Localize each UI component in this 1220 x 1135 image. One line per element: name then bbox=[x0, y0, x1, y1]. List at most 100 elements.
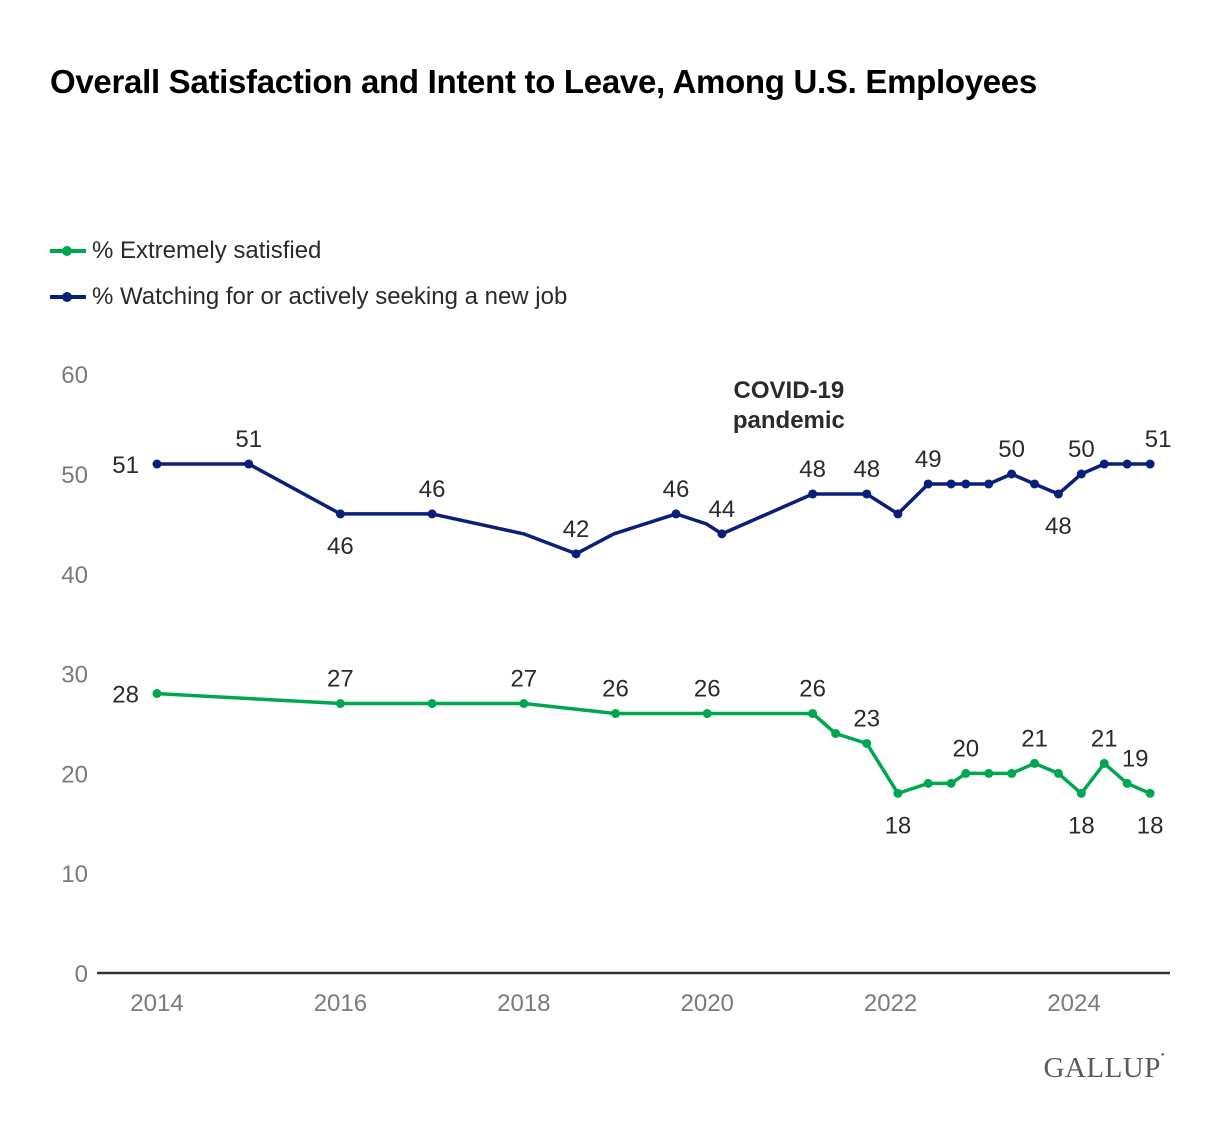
data-label: 23 bbox=[853, 705, 880, 732]
data-label: 51 bbox=[112, 452, 139, 479]
legend: % Extremely satisfied % Watching for or … bbox=[50, 228, 567, 320]
x-tick-label: 2020 bbox=[681, 990, 734, 1017]
data-label: 18 bbox=[1068, 812, 1095, 839]
data-point bbox=[611, 709, 620, 719]
data-point bbox=[571, 549, 581, 559]
data-label: 51 bbox=[1145, 426, 1172, 453]
data-point bbox=[152, 459, 162, 469]
data-point bbox=[1099, 758, 1109, 768]
gallup-logo: GALLUP● bbox=[1043, 1052, 1165, 1085]
data-label: 42 bbox=[563, 516, 590, 543]
data-point bbox=[671, 509, 681, 519]
x-axis: 2014 2016 2018 2020 2022 2024 bbox=[97, 971, 1170, 1017]
y-tick-label: 30 bbox=[61, 662, 88, 689]
data-point bbox=[808, 489, 818, 499]
legend-item-extremely-satisfied: % Extremely satisfied bbox=[50, 228, 567, 274]
y-tick-label: 60 bbox=[61, 362, 88, 389]
data-point bbox=[717, 529, 727, 539]
annotation-line: pandemic bbox=[733, 407, 845, 434]
data-label: 18 bbox=[1137, 812, 1164, 839]
data-point bbox=[1076, 788, 1086, 798]
data-point bbox=[1122, 459, 1132, 469]
data-point bbox=[893, 509, 903, 519]
data-point bbox=[519, 699, 529, 709]
data-label: 46 bbox=[419, 476, 446, 503]
annotations: COVID-19 pandemic bbox=[733, 377, 845, 434]
data-point bbox=[808, 709, 818, 719]
y-axis: 0 10 20 30 40 50 60 bbox=[61, 362, 88, 988]
data-label: 27 bbox=[510, 666, 537, 693]
data-point bbox=[946, 778, 956, 788]
data-label: 26 bbox=[694, 676, 721, 703]
data-label: 49 bbox=[915, 446, 942, 473]
data-label: 48 bbox=[853, 456, 880, 483]
data-point bbox=[1099, 459, 1109, 469]
data-label: 20 bbox=[952, 735, 979, 762]
data-point bbox=[335, 509, 345, 519]
y-tick-label: 20 bbox=[61, 761, 88, 788]
annotation-line: COVID-19 bbox=[734, 377, 845, 404]
data-point bbox=[1007, 768, 1017, 778]
y-tick-label: 0 bbox=[75, 961, 88, 988]
data-point bbox=[923, 778, 933, 788]
x-tick-label: 2018 bbox=[497, 990, 550, 1017]
x-tick-label: 2022 bbox=[864, 990, 917, 1017]
data-point bbox=[961, 479, 971, 489]
logo-mark: ● bbox=[1160, 1052, 1165, 1058]
data-point bbox=[152, 689, 162, 699]
legend-label: % Extremely satisfied bbox=[92, 237, 322, 264]
data-point bbox=[893, 788, 903, 798]
x-tick-label: 2014 bbox=[130, 990, 183, 1017]
x-tick-label: 2016 bbox=[314, 990, 367, 1017]
data-point bbox=[335, 699, 345, 709]
data-point bbox=[1030, 758, 1040, 768]
data-label: 26 bbox=[799, 676, 826, 703]
data-label: 50 bbox=[998, 436, 1025, 463]
data-label: 46 bbox=[327, 533, 354, 560]
data-point bbox=[984, 479, 994, 489]
legend-line-marker-icon bbox=[50, 290, 86, 304]
x-tick-label: 2024 bbox=[1047, 990, 1100, 1017]
legend-line-marker-icon bbox=[50, 244, 86, 258]
data-label: 26 bbox=[602, 676, 629, 703]
data-point bbox=[1030, 479, 1040, 489]
data-point bbox=[427, 509, 437, 519]
data-label: 28 bbox=[112, 682, 139, 709]
data-label: 21 bbox=[1021, 725, 1048, 752]
data-point bbox=[427, 699, 437, 709]
data-point bbox=[946, 479, 956, 489]
y-tick-label: 10 bbox=[61, 861, 88, 888]
data-label: 18 bbox=[885, 812, 912, 839]
data-point bbox=[1007, 469, 1017, 479]
data-point bbox=[862, 489, 872, 499]
data-point bbox=[984, 768, 994, 778]
data-label: 48 bbox=[799, 456, 826, 483]
data-point bbox=[1145, 459, 1155, 469]
data-label: 48 bbox=[1045, 513, 1072, 540]
data-point bbox=[1122, 778, 1132, 788]
data-point bbox=[862, 738, 872, 748]
data-label: 44 bbox=[709, 496, 736, 523]
data-point bbox=[244, 459, 254, 469]
data-point bbox=[1053, 768, 1063, 778]
data-point bbox=[702, 709, 712, 719]
data-point bbox=[1053, 489, 1063, 499]
data-point bbox=[831, 728, 841, 738]
y-tick-label: 40 bbox=[61, 562, 88, 589]
covid-annotation: COVID-19 pandemic bbox=[733, 377, 845, 434]
data-label: 19 bbox=[1122, 745, 1149, 772]
data-label: 27 bbox=[327, 666, 354, 693]
data-label: 46 bbox=[663, 476, 690, 503]
data-label: 51 bbox=[235, 426, 262, 453]
series-seeking-new-job: 51 51 46 46 42 46 44 48 48 49 50 48 50 51 bbox=[112, 426, 1171, 560]
data-label: 21 bbox=[1091, 725, 1118, 752]
data-point bbox=[961, 768, 971, 778]
legend-label: % Watching for or actively seeking a new… bbox=[92, 283, 568, 310]
data-point bbox=[1076, 469, 1086, 479]
data-label: 50 bbox=[1068, 436, 1095, 463]
chart-title: Overall Satisfaction and Intent to Leave… bbox=[50, 63, 1037, 100]
series-line bbox=[155, 462, 1152, 556]
